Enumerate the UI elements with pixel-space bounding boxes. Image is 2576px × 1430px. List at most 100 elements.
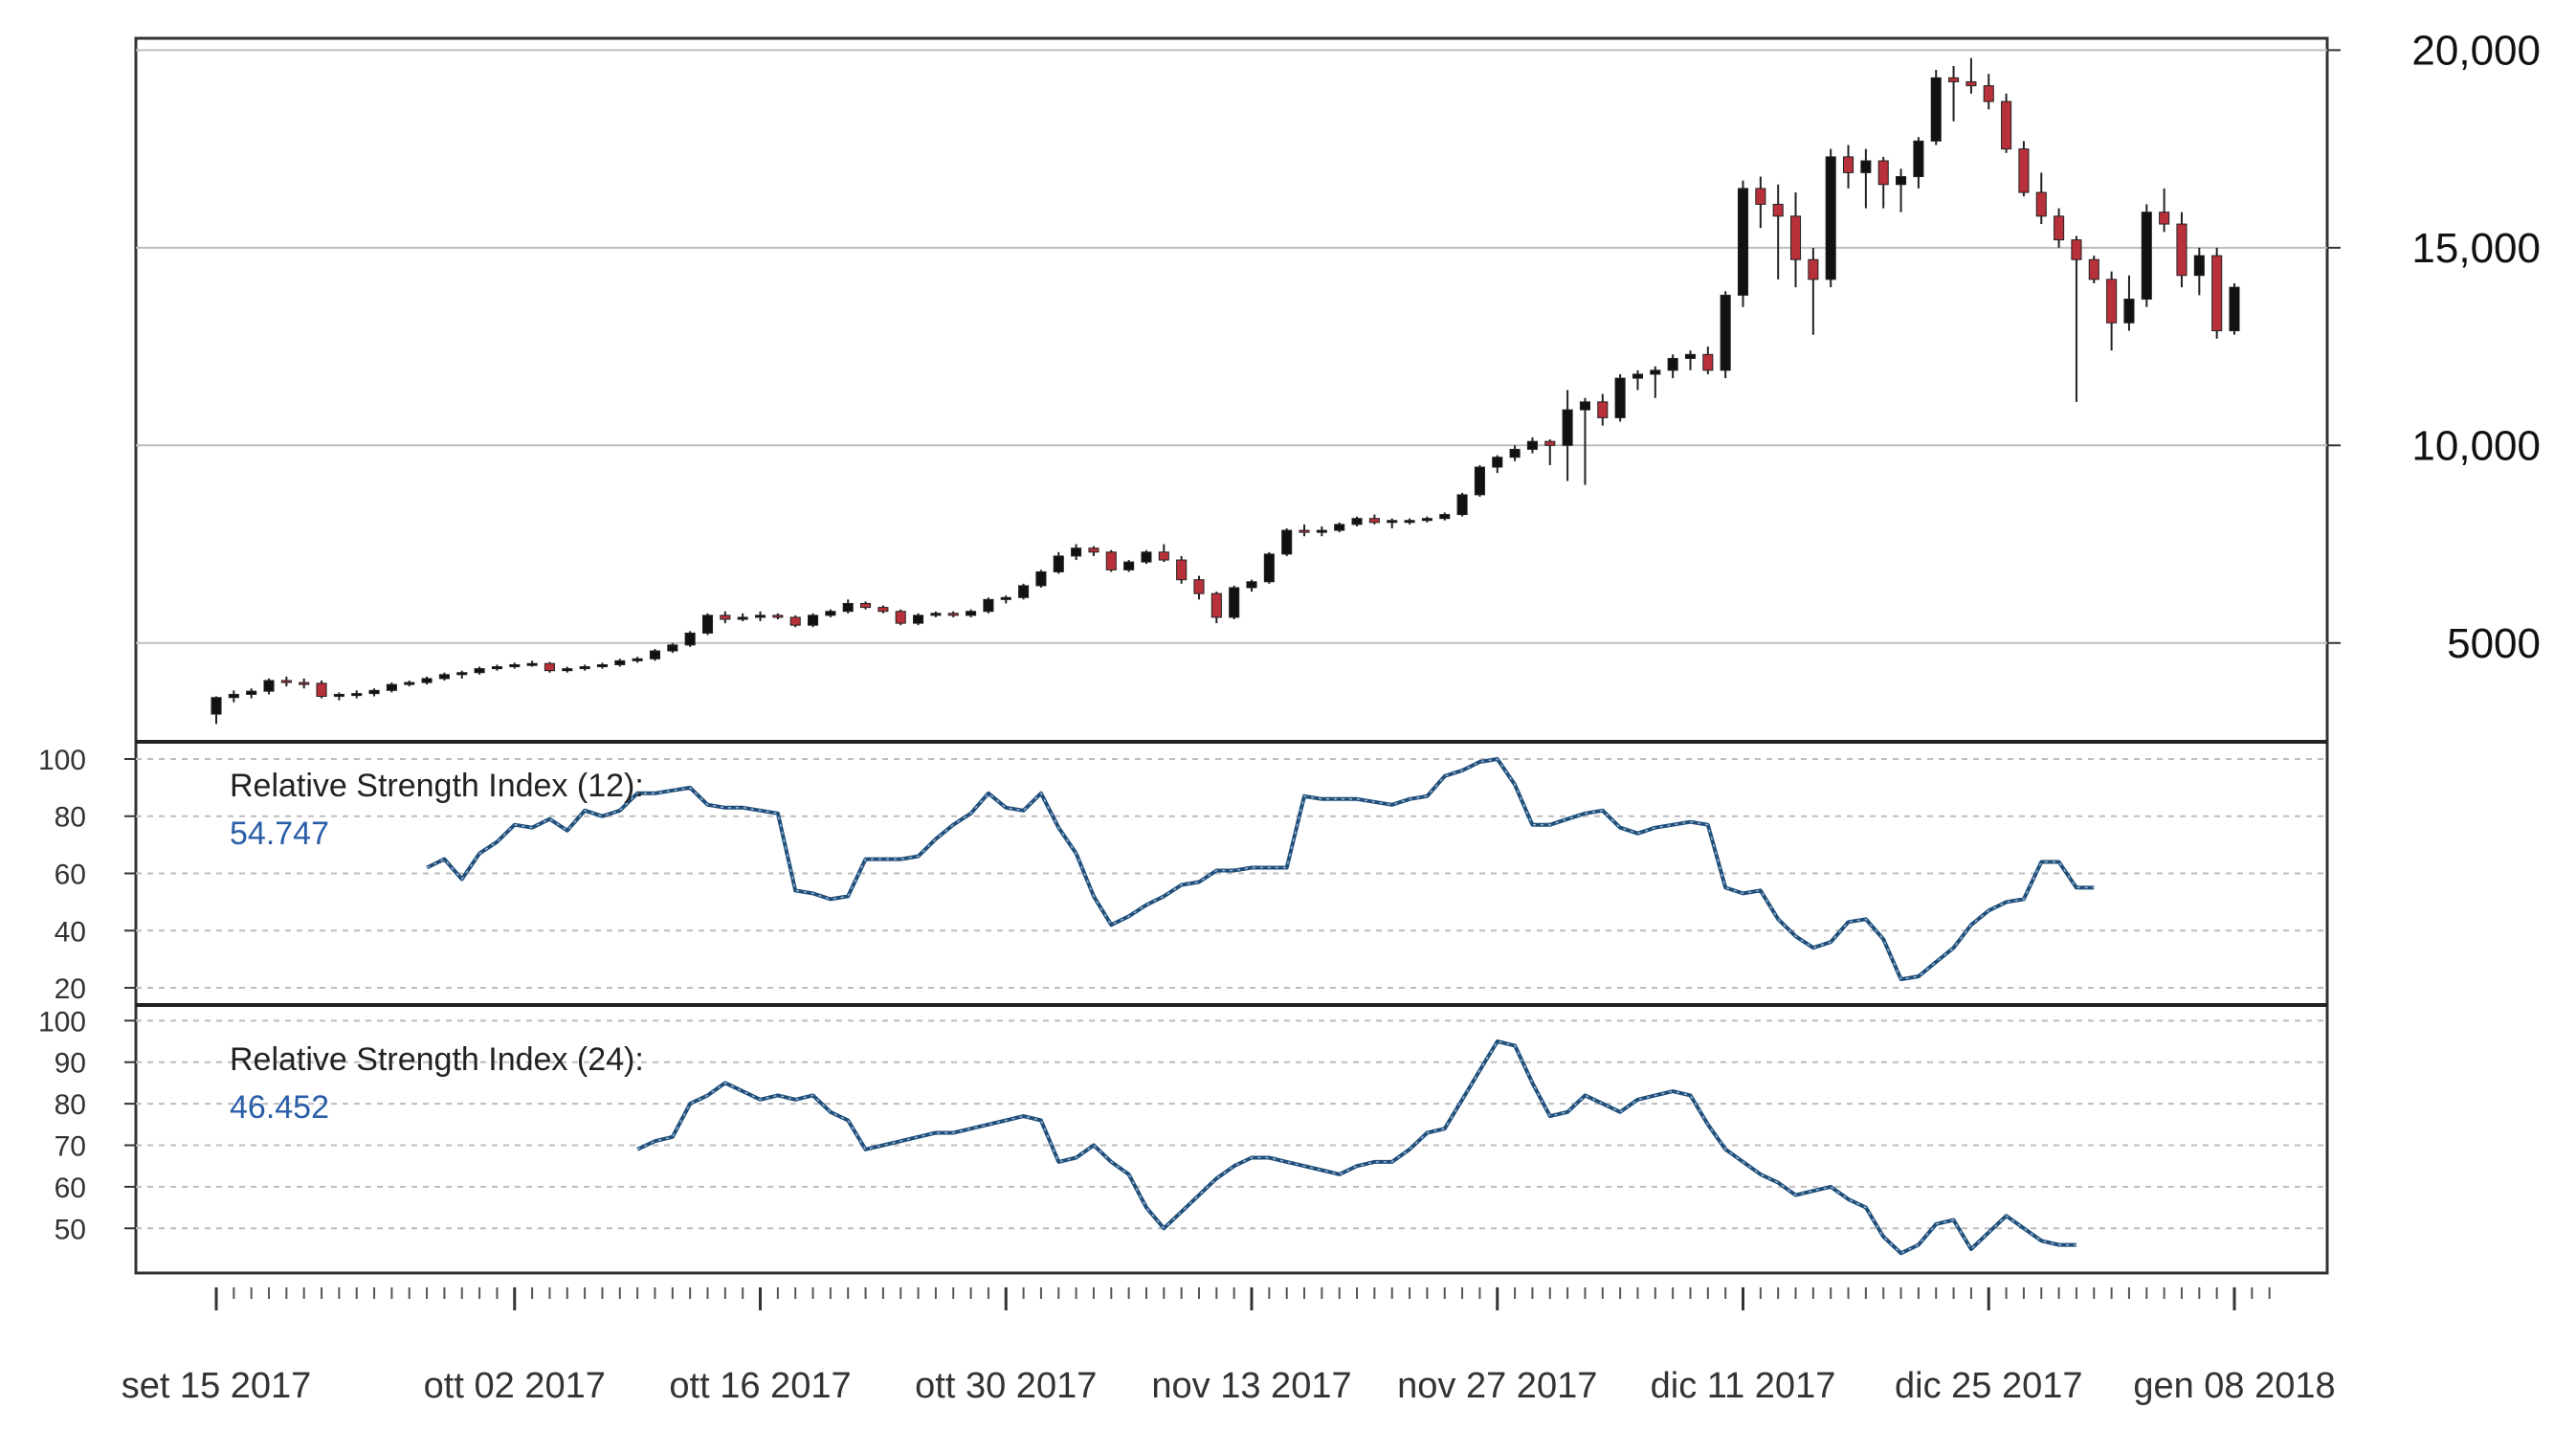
rsi-tick-label: 80 [55,802,86,834]
candle-up [1123,561,1135,570]
outer-frame [134,36,2329,1275]
candle-down [1210,592,1222,618]
date-tick-label: ott 16 2017 [669,1366,851,1406]
candle-up [1316,529,1327,533]
candle-up [1456,494,1468,516]
rsi-line-highlight [636,1040,2076,1255]
candle-up [614,659,626,665]
candle-down [895,611,906,624]
candle-down [789,616,801,626]
candle-up [1387,520,1398,524]
rsi24-title: Relative Strength Index (24): [230,1041,644,1078]
candle-up [2123,299,2135,324]
candle-down [280,680,292,683]
candle-up [509,663,521,668]
candle-up [1526,440,1538,450]
candle-up [1684,353,1697,359]
rsi12-value: 54.747 [230,816,329,852]
candle-up [1229,587,1240,618]
candle-up [983,598,994,613]
candle-up [966,611,977,616]
candle-up [632,658,643,661]
candle-up [913,614,924,624]
candle-down [877,607,889,613]
candle-up [1000,596,1011,600]
date-tick-label: dic 11 2017 [1651,1366,1836,1406]
candle-down [1088,547,1099,553]
rsi12-title: Relative Strength Index (12): [230,768,644,804]
candle-up [1351,518,1363,525]
candle-up [1860,160,1872,173]
rsi-tick-label: 70 [55,1131,86,1163]
candle-down [1965,80,1977,87]
rsi-tick-label: 100 [38,745,86,776]
candle-down [1808,258,1819,280]
candle-down [1983,85,1994,102]
candle-up [2229,286,2240,332]
rsi-series [426,757,2095,1256]
candlestick-series [211,57,2240,725]
candle-up [649,650,661,659]
candle-down [1877,160,1889,186]
candle-up [1053,555,1064,572]
candle-up [1650,369,1661,375]
rsi24-value: 46.452 [230,1089,329,1126]
candle-up [228,693,239,699]
candle-down [2106,279,2118,324]
candle-up [1632,373,1644,379]
rsi-tick-label: 60 [55,1173,86,1204]
candle-up [1263,553,1275,583]
candle-down [2088,258,2099,280]
candle-down [316,682,327,698]
rsi-line [636,1039,2076,1256]
candle-down [1842,156,1854,173]
candle-down [1176,559,1188,581]
price-tick-label: 10,000 [2411,422,2541,469]
candle-down [1789,215,1802,260]
candle-up [807,614,819,626]
rsi-tick-label: 20 [55,973,86,1005]
candle-down [2054,215,2065,241]
candle-down [1299,529,1310,533]
candle-up [2141,212,2152,301]
candle-up [930,613,942,616]
price-tick-label: 20,000 [2411,27,2541,74]
candle-up [351,693,363,697]
panel-frames [134,36,2329,1275]
date-tick-label: ott 30 2017 [915,1366,1097,1406]
candle-up [404,681,415,685]
candle-up [2193,255,2205,277]
candle-up [1930,77,1942,142]
candle-up [754,614,766,618]
candle-up [368,689,380,695]
candle-down [1702,353,1714,371]
candle-up [1035,570,1047,587]
candle-up [842,602,854,613]
date-tick-label: nov 27 2017 [1397,1366,1597,1406]
candle-up [1334,524,1345,531]
candle-up [1141,551,1152,563]
grid-lines [136,49,2327,1230]
candle-down [860,602,872,609]
candle-down [2018,148,2030,193]
candle-up [579,666,590,670]
date-tick-label: set 15 2017 [122,1366,312,1406]
date-tick-label: ott 02 2017 [424,1366,606,1406]
candle-up [1492,457,1503,468]
candle-down [1105,551,1117,570]
candle-down [299,681,310,685]
rsi-tick-label: 90 [55,1048,86,1080]
candle-up [1720,294,1731,371]
candle-down [2159,212,2170,225]
candle-up [1562,409,1573,446]
candle-up [1667,357,1678,371]
candle-down [1597,401,1609,418]
candle-up [1825,156,1836,280]
candle-up [1896,176,1907,186]
candle-down [772,614,784,618]
rsi-tick-label: 50 [55,1214,86,1245]
candle-down [2001,101,2012,150]
candle-down [947,613,959,616]
rsi-line-highlight [426,758,2095,980]
